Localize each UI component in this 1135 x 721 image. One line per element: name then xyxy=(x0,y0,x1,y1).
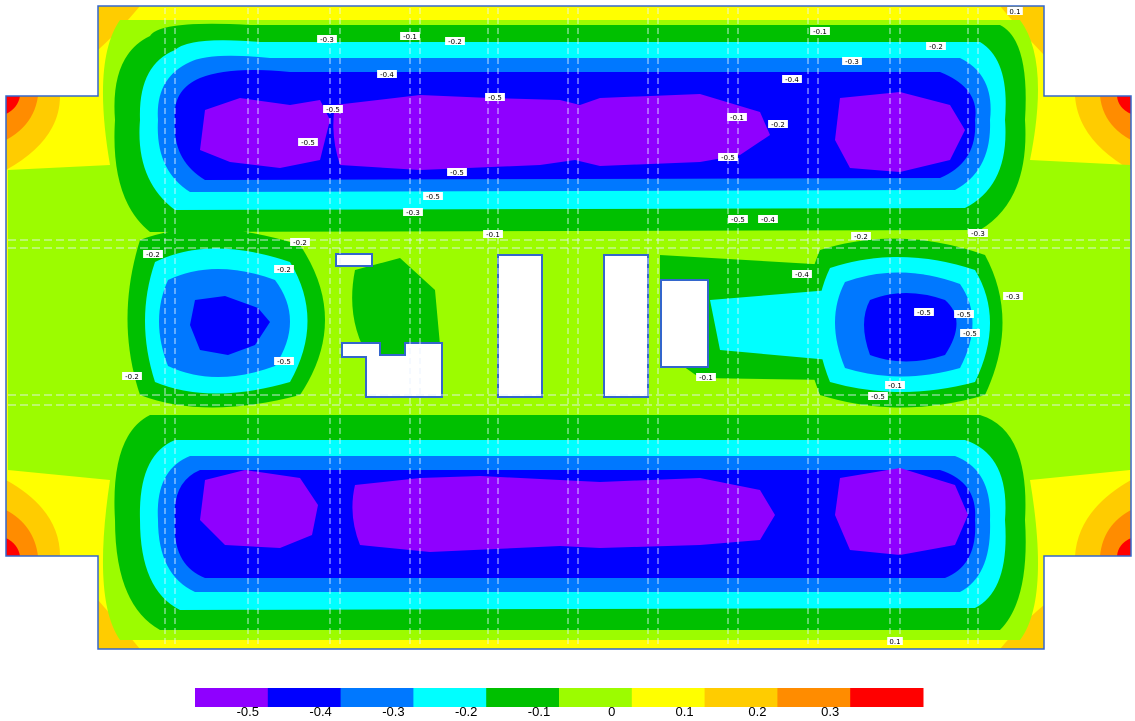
legend-swatch xyxy=(705,688,778,707)
legend-ticks: -0.5 -0.4 -0.3 -0.2 -0.1 0 0.1 0.2 0.3 xyxy=(237,704,840,719)
contour-label: -0.3 xyxy=(406,209,420,217)
legend-tick-label: 0.1 xyxy=(676,704,694,719)
contour-label: -0.2 xyxy=(293,239,307,247)
contour-label: -0.5 xyxy=(957,311,971,319)
contour-label: -0.4 xyxy=(380,71,394,79)
contour-label: -0.1 xyxy=(486,231,500,239)
contour-label: -0.5 xyxy=(963,330,977,338)
legend-tick-label: -0.5 xyxy=(237,704,259,719)
contour-plot: -0.1 -0.2 -0.3 -0.4 -0.5 -0.5 -0.5 -0.5 -0.3 -0.5… xyxy=(0,0,1135,665)
contour-label: -0.2 xyxy=(854,233,868,241)
contour-label: -0.5 xyxy=(871,393,885,401)
contour-label: -0.5 xyxy=(326,106,340,114)
legend-tick-label: -0.4 xyxy=(309,704,331,719)
band-neg0.5-bottom-center xyxy=(352,476,775,552)
opening-medium xyxy=(661,280,708,367)
contour-label: -0.2 xyxy=(146,251,160,259)
contour-label: -0.2 xyxy=(277,266,291,274)
contour-label: -0.3 xyxy=(1006,293,1020,301)
opening-tall-1 xyxy=(498,255,542,397)
contour-label: -0.1 xyxy=(813,28,827,36)
contour-label: -0.3 xyxy=(320,36,334,44)
contour-label: -0.5 xyxy=(721,154,735,162)
legend-tick-label: -0.2 xyxy=(455,704,477,719)
legend-tick-label: 0.3 xyxy=(821,704,839,719)
contour-label: -0.1 xyxy=(699,374,713,382)
contour-label: -0.1 xyxy=(888,382,902,390)
legend-swatches xyxy=(195,688,924,707)
band-neg0.5-top-center xyxy=(333,94,770,170)
contour-label: -0.4 xyxy=(795,271,809,279)
contour-label: -0.1 xyxy=(730,114,744,122)
contour-label: -0.2 xyxy=(771,121,785,129)
legend-swatch xyxy=(559,688,632,707)
contour-label: 0.1 xyxy=(889,638,900,646)
legend-swatch xyxy=(850,688,923,707)
band-neg0.5-bottom-left xyxy=(200,470,318,548)
contour-label: -0.5 xyxy=(917,309,931,317)
contour-label: -0.5 xyxy=(488,94,502,102)
contour-label: 0.1 xyxy=(1009,8,1020,16)
contour-label: -0.5 xyxy=(277,358,291,366)
contour-label: -0.4 xyxy=(761,216,775,224)
legend-tick-label: 0.2 xyxy=(748,704,766,719)
contour-label: -0.2 xyxy=(125,373,139,381)
opening-tall-2 xyxy=(604,255,648,397)
contour-label: -0.5 xyxy=(301,139,315,147)
legend-tick-label: 0 xyxy=(608,704,615,719)
legend-tick-label: -0.3 xyxy=(382,704,404,719)
legend-tick-label: -0.1 xyxy=(528,704,550,719)
opening-small xyxy=(336,254,372,266)
contour-label: -0.2 xyxy=(929,43,943,51)
band-neg0.5-top-left xyxy=(200,98,330,168)
contour-label: -0.1 xyxy=(403,33,417,41)
contour-label: -0.3 xyxy=(971,230,985,238)
contour-label: -0.5 xyxy=(450,169,464,177)
contour-label: -0.2 xyxy=(448,38,462,46)
contour-label: -0.3 xyxy=(845,58,859,66)
contour-label: -0.5 xyxy=(731,216,745,224)
legend-swatch xyxy=(632,688,705,707)
legend-swatch xyxy=(777,688,850,707)
color-legend: -0.5 -0.4 -0.3 -0.2 -0.1 0 0.1 0.2 0.3 xyxy=(0,680,1135,721)
band-neg0.4-right-core xyxy=(864,293,957,362)
contour-label: -0.5 xyxy=(426,193,440,201)
contour-label: -0.4 xyxy=(785,76,799,84)
